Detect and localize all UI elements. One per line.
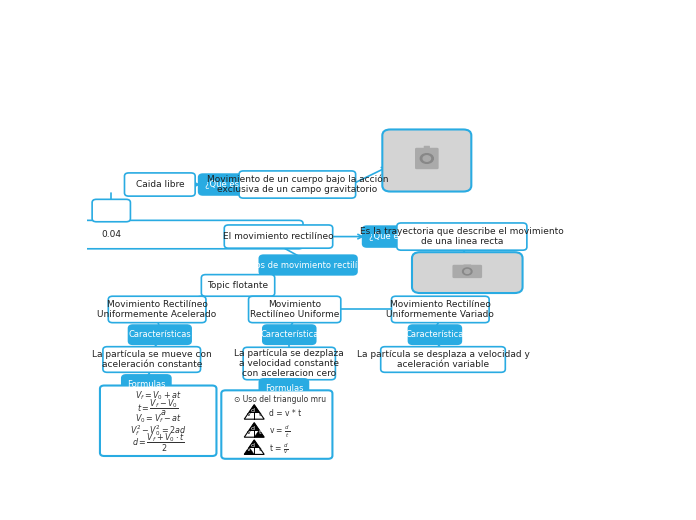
- FancyBboxPatch shape: [201, 275, 275, 296]
- FancyBboxPatch shape: [363, 226, 413, 247]
- Text: v = $\frac{d}{t}$: v = $\frac{d}{t}$: [269, 423, 290, 440]
- FancyBboxPatch shape: [129, 325, 191, 344]
- FancyBboxPatch shape: [412, 252, 523, 293]
- Text: La partícula se dezplaza
a velocidad constante
con aceleracion cero: La partícula se dezplaza a velocidad con…: [235, 348, 344, 379]
- FancyBboxPatch shape: [263, 325, 316, 344]
- Circle shape: [463, 268, 472, 275]
- FancyBboxPatch shape: [103, 347, 200, 372]
- FancyBboxPatch shape: [260, 255, 357, 275]
- FancyBboxPatch shape: [397, 223, 527, 250]
- Text: t: t: [258, 447, 261, 452]
- Text: Caida libre: Caida libre: [136, 180, 184, 189]
- Text: d: d: [251, 408, 255, 413]
- Text: La partícula se desplaza a velocidad y
aceleración variable: La partícula se desplaza a velocidad y a…: [356, 350, 530, 369]
- Text: La partícula se mueve con
aceleración constante: La partícula se mueve con aceleración co…: [92, 350, 212, 369]
- Circle shape: [465, 269, 470, 274]
- Text: d = v * t: d = v * t: [269, 409, 301, 418]
- Text: El movimiento rectilíneo: El movimiento rectilíneo: [223, 232, 334, 241]
- FancyBboxPatch shape: [243, 347, 335, 380]
- FancyBboxPatch shape: [415, 148, 438, 169]
- FancyBboxPatch shape: [248, 296, 341, 322]
- FancyBboxPatch shape: [109, 296, 206, 322]
- Text: $d = \dfrac{V_f + V_0 \cdot t}{2}$: $d = \dfrac{V_f + V_0 \cdot t}{2}$: [132, 432, 184, 453]
- FancyBboxPatch shape: [224, 225, 333, 248]
- Text: ¿Que es?: ¿Que es?: [205, 180, 244, 189]
- FancyBboxPatch shape: [122, 375, 171, 394]
- FancyBboxPatch shape: [409, 325, 461, 344]
- FancyBboxPatch shape: [239, 171, 356, 198]
- Text: $V_f = V_0 + at$: $V_f = V_0 + at$: [135, 389, 182, 402]
- Text: Formulas: Formulas: [264, 384, 303, 393]
- Text: v: v: [247, 412, 251, 417]
- FancyBboxPatch shape: [125, 173, 195, 196]
- FancyBboxPatch shape: [0, 220, 303, 249]
- Text: Movimiento
Rectilíneo Uniforme: Movimiento Rectilíneo Uniforme: [250, 300, 340, 319]
- Text: Movimiento Rectilíneo
Uniformemente Variado: Movimiento Rectilíneo Uniformemente Vari…: [386, 300, 494, 319]
- Text: Es la trayectoria que describe el movimiento
de una linea recta: Es la trayectoria que describe el movimi…: [360, 227, 564, 246]
- FancyBboxPatch shape: [382, 129, 471, 191]
- Polygon shape: [249, 423, 259, 430]
- Polygon shape: [244, 447, 254, 454]
- FancyBboxPatch shape: [464, 265, 471, 268]
- Text: Característica: Característica: [260, 330, 319, 339]
- Text: $V_0 = V_f - at$: $V_0 = V_f - at$: [135, 413, 182, 425]
- Polygon shape: [249, 405, 259, 412]
- Text: ⊙ Uso del triangulo mru: ⊙ Uso del triangulo mru: [234, 395, 326, 404]
- Text: $t = \dfrac{V_f - V_0}{a}$: $t = \dfrac{V_f - V_0}{a}$: [137, 398, 179, 418]
- Text: v: v: [247, 447, 251, 452]
- FancyBboxPatch shape: [198, 174, 251, 195]
- FancyBboxPatch shape: [221, 391, 333, 459]
- FancyBboxPatch shape: [424, 146, 430, 151]
- Text: ¿Que es?: ¿Que es?: [369, 232, 407, 241]
- FancyBboxPatch shape: [100, 385, 216, 456]
- Polygon shape: [249, 440, 259, 447]
- Text: t = $\frac{d}{v}$: t = $\frac{d}{v}$: [269, 441, 289, 456]
- Text: Tipos de movimiento rectilíneo: Tipos de movimiento rectilíneo: [243, 261, 373, 269]
- FancyBboxPatch shape: [391, 296, 489, 322]
- FancyBboxPatch shape: [260, 379, 308, 398]
- FancyBboxPatch shape: [452, 265, 482, 278]
- Text: $V_f^2 - V_0^2 = 2ad$: $V_f^2 - V_0^2 = 2ad$: [130, 423, 187, 438]
- Text: Topic flotante: Topic flotante: [207, 281, 269, 290]
- Text: d: d: [251, 426, 255, 431]
- FancyBboxPatch shape: [381, 347, 505, 372]
- Text: t: t: [258, 412, 261, 417]
- Text: t: t: [258, 430, 261, 435]
- Text: Formulas: Formulas: [127, 380, 166, 389]
- Text: Característica: Característica: [406, 330, 464, 339]
- Circle shape: [423, 156, 431, 161]
- Polygon shape: [254, 430, 264, 437]
- FancyBboxPatch shape: [92, 199, 130, 222]
- Circle shape: [420, 153, 434, 163]
- Text: Movimiento Rectilíneo
Uniformemente Acelerado: Movimiento Rectilíneo Uniformemente Acel…: [97, 300, 216, 319]
- Text: 0.04: 0.04: [102, 230, 121, 239]
- Text: Características: Características: [129, 330, 191, 339]
- Text: d: d: [251, 444, 255, 448]
- Text: v: v: [247, 430, 251, 435]
- Text: Movimiento de un cuerpo bajo la acción
exclusiva de un campo gravitatorio: Movimiento de un cuerpo bajo la acción e…: [207, 175, 388, 194]
